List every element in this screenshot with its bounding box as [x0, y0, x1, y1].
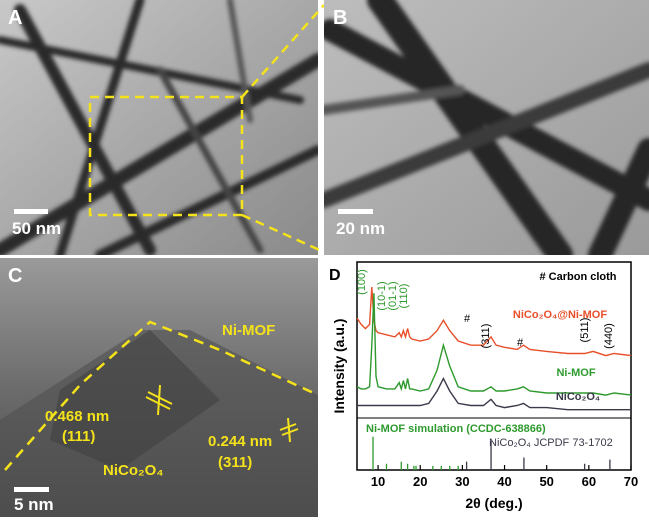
- peak-annotation: # Carbon cloth: [539, 271, 616, 283]
- x-tick-label: 60: [582, 474, 596, 489]
- panel-label: A: [8, 7, 22, 29]
- scale-label: 5 nm: [14, 495, 54, 514]
- x-tick-label: 20: [413, 474, 427, 489]
- peak-annotation: (440): [603, 323, 615, 349]
- panel-label: D: [329, 267, 341, 284]
- x-tick-label: 10: [371, 474, 385, 489]
- panel-a-image: [0, 0, 318, 255]
- peak-annotation: (01-1): [387, 281, 399, 310]
- xrd-line: [357, 376, 631, 411]
- panel-c-image: [0, 258, 318, 517]
- x-tick-label: 40: [497, 474, 511, 489]
- stick-label: Ni-MOF simulation (CCDC-638866): [366, 423, 546, 435]
- series-label: Ni-MOF: [556, 367, 595, 379]
- annotation: (311): [218, 454, 252, 471]
- xrd-chart: D 2θ (deg.) Intensity (a.u.) 10 20 30 40 50 6…: [329, 261, 638, 511]
- xrd-line: [356, 286, 632, 357]
- scale-label: 20 nm: [336, 219, 385, 238]
- peak-annotation: (100): [356, 269, 368, 295]
- scale-bar: [14, 209, 48, 214]
- x-axis-label: 2θ (deg.): [465, 495, 522, 511]
- x-tick-label: 30: [455, 474, 469, 489]
- peak-annotation: #: [464, 313, 471, 325]
- peak-annotation: (311): [480, 324, 492, 349]
- annotation: (111): [62, 428, 95, 445]
- annotation: 0.244 nm: [208, 433, 272, 450]
- scale-bar: [338, 209, 373, 214]
- x-tick-label: 70: [624, 474, 638, 489]
- stick-label: NiCo₂O₄ JCPDF 73-1702: [489, 437, 613, 449]
- plot-frame: [356, 261, 632, 471]
- scale-bar: [14, 487, 49, 492]
- annotation: 0.468 nm: [45, 408, 109, 425]
- peak-annotation: #: [517, 337, 524, 349]
- peak-annotation: (511): [579, 318, 591, 343]
- scale-label: 50 nm: [12, 219, 61, 238]
- panel-b-image: [324, 0, 649, 255]
- annotation: NiCo₂O₄: [103, 462, 163, 479]
- y-axis-label: Intensity (a.u.): [331, 319, 347, 414]
- series-label: NiCo₂O₄@Ni-MOF: [513, 309, 607, 321]
- series-label: NiCo₂O₄: [556, 391, 600, 403]
- panel-label: B: [333, 7, 347, 29]
- peak-annotation: (10-1): [376, 281, 388, 310]
- peak-annotation: (110): [398, 284, 410, 309]
- annotation: Ni-MOF: [222, 322, 275, 339]
- panel-label: C: [8, 265, 22, 287]
- xrd-line: [356, 293, 632, 396]
- x-tick-label: 50: [539, 474, 553, 489]
